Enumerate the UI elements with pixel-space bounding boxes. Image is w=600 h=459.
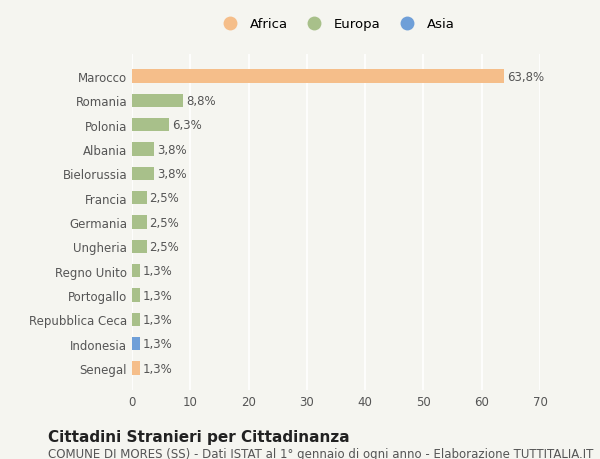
Text: 2,5%: 2,5%: [149, 216, 179, 229]
Bar: [132, 337, 140, 351]
Bar: [132, 264, 140, 278]
Text: 3,8%: 3,8%: [157, 168, 187, 180]
Bar: [132, 70, 504, 84]
Text: 1,3%: 1,3%: [142, 337, 172, 351]
Text: 3,8%: 3,8%: [157, 143, 187, 156]
Bar: [132, 240, 146, 253]
Text: 2,5%: 2,5%: [149, 241, 179, 253]
Bar: [132, 289, 140, 302]
Text: 1,3%: 1,3%: [142, 313, 172, 326]
Text: 63,8%: 63,8%: [507, 71, 544, 84]
Bar: [132, 192, 146, 205]
Text: COMUNE DI MORES (SS) - Dati ISTAT al 1° gennaio di ogni anno - Elaborazione TUTT: COMUNE DI MORES (SS) - Dati ISTAT al 1° …: [48, 448, 593, 459]
Bar: [132, 95, 183, 108]
Text: 8,8%: 8,8%: [186, 95, 216, 108]
Bar: [132, 119, 169, 132]
Text: 2,5%: 2,5%: [149, 192, 179, 205]
Text: 1,3%: 1,3%: [142, 289, 172, 302]
Text: 1,3%: 1,3%: [142, 362, 172, 375]
Bar: [132, 362, 140, 375]
Bar: [132, 313, 140, 326]
Text: 6,3%: 6,3%: [172, 119, 202, 132]
Bar: [132, 168, 154, 181]
Legend: Africa, Europa, Asia: Africa, Europa, Asia: [217, 18, 455, 31]
Text: 1,3%: 1,3%: [142, 265, 172, 278]
Bar: [132, 143, 154, 157]
Bar: [132, 216, 146, 230]
Text: Cittadini Stranieri per Cittadinanza: Cittadini Stranieri per Cittadinanza: [48, 429, 350, 444]
